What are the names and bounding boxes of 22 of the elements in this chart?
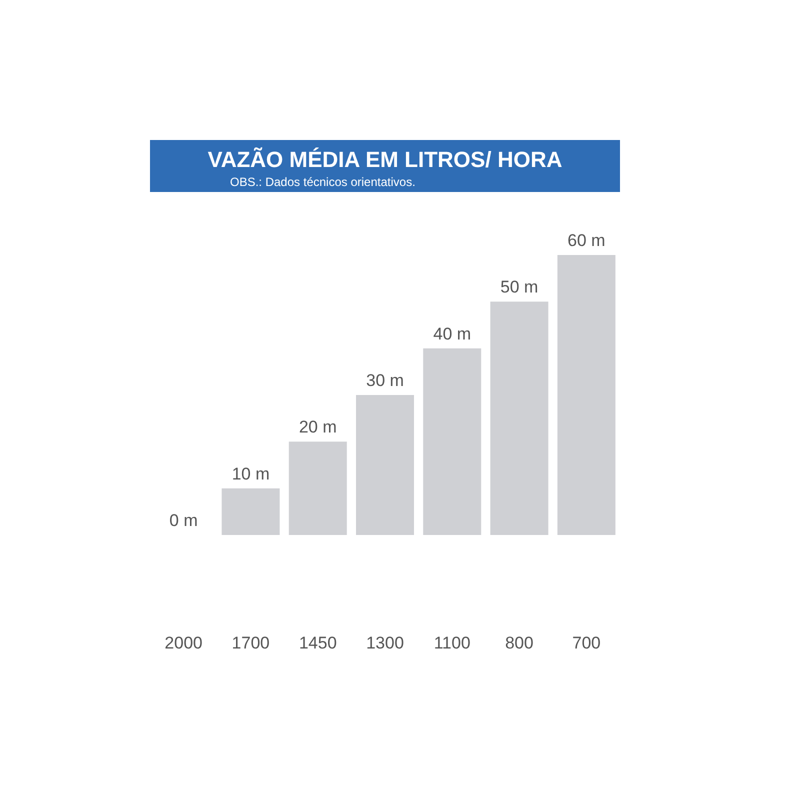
x-tick-label: 1700: [232, 634, 270, 652]
bar: [490, 302, 548, 535]
data-label: 10 m: [232, 464, 270, 484]
data-label: 20 m: [298, 418, 337, 437]
data-label: 0 m: [169, 511, 198, 530]
data-label: 30 m: [366, 371, 404, 390]
data-label: 60 m: [568, 231, 606, 250]
bar: [222, 488, 280, 535]
x-tick-label: 2000: [164, 634, 202, 652]
data-label: 40 m: [433, 324, 472, 344]
chart-title: VAZÃO MÉDIA EM LITROS/ HORA: [208, 147, 562, 172]
x-tick-label: 1450: [298, 634, 337, 652]
x-tick-label: 700: [572, 634, 601, 652]
bar: [557, 255, 616, 535]
chart-subtitle: OBS.: Dados técnicos orientativos.: [230, 175, 416, 189]
x-tick-label: 800: [505, 634, 534, 652]
data-label: 50 m: [500, 278, 538, 297]
x-tick-label: 1300: [366, 634, 404, 652]
bar: [356, 395, 414, 535]
x-tick-label: 1100: [434, 634, 470, 652]
bar: [288, 442, 347, 535]
bar: [423, 348, 482, 535]
